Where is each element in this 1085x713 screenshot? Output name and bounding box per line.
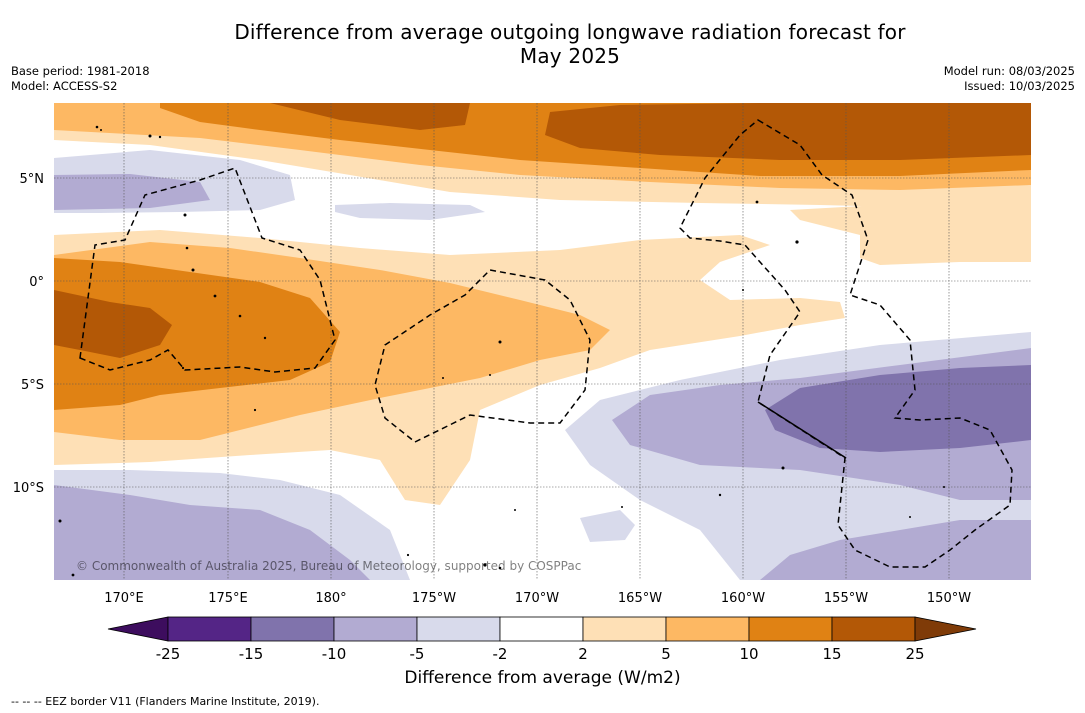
model-name: Model: ACCESS-S2 <box>11 79 118 93</box>
colorbar-label: Difference from average (W/m2) <box>404 668 681 688</box>
lon-label-175e: 175°E <box>208 591 248 606</box>
lat-label-0: 0° <box>29 275 44 290</box>
contour-2-east <box>790 185 1031 265</box>
solid-border <box>757 401 847 459</box>
base-period: Base period: 1981-2018 <box>11 64 150 78</box>
colorbar-tick-label: -5 <box>410 645 425 663</box>
longitude-labels: 170°E 175°E 180° 175°W 170°W 165°W 160°W… <box>104 591 971 606</box>
colorbar-tick-label: -2 <box>493 645 508 663</box>
colorbar-segment <box>167 616 252 642</box>
contour-15-central <box>54 290 172 358</box>
lat-label-10s: 10°S <box>13 481 44 496</box>
title-line-1: Difference from average outgoing longwav… <box>234 20 906 44</box>
colorbar-tick-label: -25 <box>156 645 181 663</box>
colorbar-tick-label: -15 <box>239 645 264 663</box>
colorbar-segment <box>499 616 584 642</box>
anomaly-field <box>54 103 1031 580</box>
colorbar-tick-label: 25 <box>905 645 924 663</box>
lon-label-180: 180° <box>315 591 346 606</box>
colorbar-extend-high <box>914 616 977 642</box>
lon-label-155w: 155°W <box>824 591 868 606</box>
colorbar-extend-low <box>107 616 169 642</box>
contour-neg10-se <box>765 365 1031 452</box>
contour-15-north-b <box>270 103 470 130</box>
lon-label-170e: 170°E <box>104 591 144 606</box>
colorbar-segment <box>250 616 335 642</box>
lon-label-165w: 165°W <box>618 591 662 606</box>
lat-label-5n: 5°N <box>20 172 45 187</box>
gridlines <box>54 103 1031 580</box>
contour-neg2-patch <box>580 510 635 542</box>
contour-neg2-strip <box>335 203 485 220</box>
colorbar-segment <box>831 616 916 642</box>
contour-neg5-sse <box>760 520 1031 580</box>
eez-borders <box>79 119 1013 568</box>
colorbar: -25 -15 -10 -5 -2 2 5 10 15 25 <box>107 616 977 663</box>
lon-label-150w: 150°W <box>927 591 971 606</box>
lon-label-160w: 160°W <box>721 591 765 606</box>
copyright-text: © Commonwealth of Australia 2025, Bureau… <box>76 559 581 573</box>
lon-label-170w: 170°W <box>515 591 559 606</box>
eez-footnote: -- -- -- EEZ border V11 (Flanders Marine… <box>11 695 320 708</box>
colorbar-tick-label: 5 <box>661 645 671 663</box>
colorbar-tick-label: -10 <box>322 645 347 663</box>
title-line-2: May 2025 <box>519 44 621 68</box>
run-info: Model run: 08/03/2025 Issued: 10/03/2025 <box>944 64 1075 94</box>
lon-label-175w: 175°W <box>412 591 456 606</box>
contour-15-north <box>545 103 1031 160</box>
contour-10-central <box>54 258 340 410</box>
colorbar-segment <box>582 616 667 642</box>
colorbar-tick-label: 15 <box>822 645 841 663</box>
contour-neg5-nw <box>54 174 210 210</box>
colorbar-tick-label: 2 <box>578 645 588 663</box>
colorbar-segment <box>665 616 750 642</box>
lat-label-5s: 5°S <box>21 378 44 393</box>
contour-neg5-sw <box>54 485 370 580</box>
model-run-date: Model run: 08/03/2025 <box>943 64 1075 78</box>
islands <box>58 125 945 577</box>
issued-date: Issued: 10/03/2025 <box>964 79 1075 93</box>
colorbar-segment <box>333 616 418 642</box>
colorbar-segment <box>748 616 833 642</box>
model-info: Base period: 1981-2018 Model: ACCESS-S2 <box>11 64 150 94</box>
latitude-labels: 5°N 0° 5°S 10°S <box>13 172 44 496</box>
chart-title: Difference from average outgoing longwav… <box>170 20 970 68</box>
colorbar-tick-label: 10 <box>739 645 758 663</box>
colorbar-segment <box>416 616 501 642</box>
